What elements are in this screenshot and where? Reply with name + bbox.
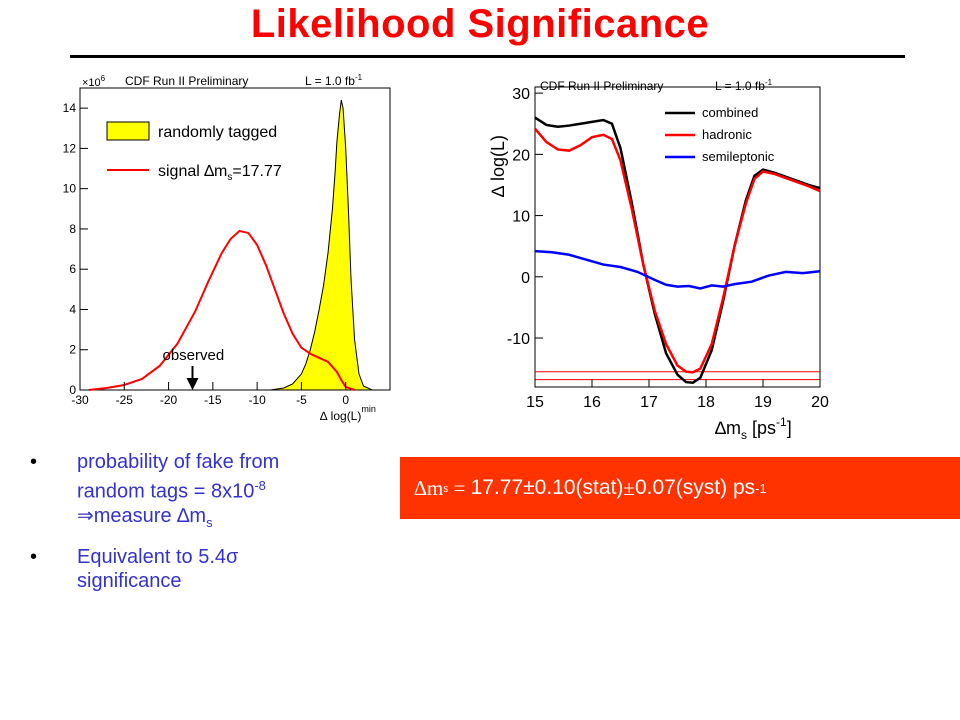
- y-tick-label: 2: [69, 343, 76, 357]
- bullet-line: probability of fake from: [77, 451, 280, 473]
- left-header-left: CDF Run II Preliminary: [125, 74, 248, 88]
- series-line-combined: [534, 116, 821, 384]
- y-tick-label: 0: [521, 270, 530, 287]
- x-tick-label: 18: [697, 394, 715, 411]
- right-plot-frame: [534, 86, 821, 388]
- y-tick-label: 12: [63, 141, 77, 155]
- x-tick-label: -5: [296, 393, 307, 407]
- bullet-line: Equivalent to 5.4σ: [77, 545, 239, 568]
- result-eq: =: [448, 475, 471, 500]
- bullet-line: ⇒measure ∆ms: [77, 504, 213, 530]
- observed-annotation: observed: [162, 347, 224, 364]
- x-tick-label: -20: [160, 393, 178, 407]
- y-tick-label: 0: [69, 383, 76, 397]
- left-y-multiplier: ×106: [82, 74, 106, 89]
- legend-label-hadronic: hadronic: [702, 127, 752, 142]
- y-tick-label: 10: [63, 182, 77, 196]
- observed-arrow-head: [186, 378, 199, 390]
- x-tick-label: 16: [583, 394, 601, 411]
- y-tick-label: 20: [512, 147, 530, 164]
- histogram-randomly-tagged: [270, 99, 373, 391]
- left-x-axis-label: ∆ log(L)min: [320, 404, 376, 423]
- x-tick-label: 0: [342, 393, 349, 407]
- result-sub: s: [443, 480, 449, 495]
- legend-swatch-randomly-tagged: [106, 121, 150, 141]
- x-tick-label: 19: [754, 394, 772, 411]
- series-line-hadronic: [534, 127, 821, 374]
- y-tick-label: -10: [507, 331, 530, 348]
- result-box: ∆ m s = 17.77±0.10(stat) ±0.07(syst) ps -1: [400, 457, 960, 519]
- left-legend: randomly tagged signal ∆ms=17.77: [106, 121, 282, 183]
- left-header-right: L = 1.0 fb-1: [305, 73, 363, 88]
- left-plot: -30 -25 -20 -15 -10 -5 0 0 2 4 6 8 10 12 14 ×106 CDF R…: [63, 73, 391, 423]
- y-tick-label: 4: [69, 302, 76, 316]
- bullet-dot: •: [30, 451, 38, 473]
- right-legend: combined hadronic semileptonic: [665, 105, 775, 164]
- result-value2: 0.07(syst) ps: [634, 476, 756, 499]
- y-tick-label: 30: [512, 86, 530, 103]
- bullet-item-equivalent: • Equivalent to 5.4σ significance: [30, 545, 360, 593]
- bullet-list: • probability of fake from random tags =…: [30, 450, 360, 603]
- series-line-semileptonic: [534, 249, 821, 290]
- result-exp: -1: [755, 480, 767, 496]
- x-tick-label: -25: [116, 393, 134, 407]
- result-delta: ∆: [414, 475, 427, 500]
- y-tick-label: 8: [69, 222, 76, 236]
- legend-label-signal: signal ∆ms=17.77: [158, 163, 282, 183]
- series-line-signal: [88, 229, 355, 391]
- y-tick-label: 6: [69, 262, 76, 276]
- y-tick-label: 14: [63, 101, 77, 115]
- x-tick-label: 20: [811, 394, 829, 411]
- slide-title: Likelihood Significance: [250, 2, 710, 46]
- x-tick-label: 17: [640, 394, 658, 411]
- bullet-item-probability: • probability of fake from random tags =…: [30, 450, 360, 535]
- legend-label-randomly-tagged: randomly tagged: [158, 124, 277, 141]
- legend-label-combined: combined: [702, 105, 758, 120]
- x-tick-label: -15: [204, 393, 222, 407]
- result-pm: ±: [623, 475, 635, 500]
- right-x-axis-label: ∆ms [ps-1]: [715, 415, 792, 442]
- right-plot-marks: 15 16 17 18 19 20 -10 0 10 20 30: [507, 86, 829, 411]
- bullet-dot: •: [30, 545, 38, 568]
- right-y-axis-label: ∆ log(L): [490, 135, 508, 197]
- result-m: m: [426, 475, 444, 500]
- x-tick-label: -30: [71, 393, 89, 407]
- result-value: 17.77±0.10(stat): [470, 476, 624, 499]
- left-plot-marks: -30 -25 -20 -15 -10 -5 0 0 2 4 6 8 10 12 14: [63, 99, 373, 407]
- right-plot: 15 16 17 18 19 20 -10 0 10 20 30 CDF Run II Prelim…: [490, 78, 829, 442]
- right-header-left: CDF Run II Preliminary: [540, 79, 663, 93]
- x-tick-label: 15: [526, 394, 544, 411]
- y-tick-label: 10: [512, 209, 530, 226]
- right-header-right: L = 1.0 fb-1: [715, 78, 773, 93]
- title-rule: [70, 55, 905, 58]
- x-tick-label: -10: [248, 393, 266, 407]
- bullet-line: random tags = 8x10-8: [77, 478, 266, 503]
- bullet-line: significance: [77, 569, 182, 592]
- legend-label-semileptonic: semileptonic: [702, 149, 775, 164]
